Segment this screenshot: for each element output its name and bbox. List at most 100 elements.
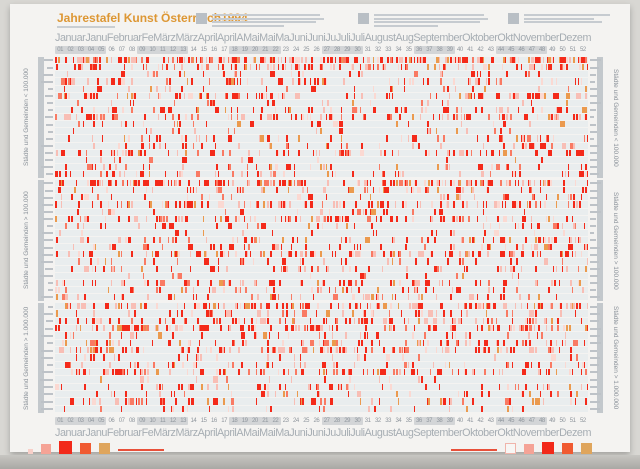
event-mark (117, 324, 123, 332)
event-mark (312, 346, 315, 354)
event-mark (342, 303, 344, 310)
event-mark (566, 57, 568, 64)
event-mark (180, 324, 183, 332)
event-mark (180, 383, 183, 390)
event-mark (432, 361, 435, 368)
event-mark (113, 354, 116, 361)
event-mark (245, 303, 250, 310)
event-mark (551, 279, 553, 286)
event-mark (481, 244, 483, 251)
event-mark (145, 64, 148, 71)
event-mark (536, 114, 539, 121)
event-mark (349, 237, 351, 244)
event-mark (170, 405, 173, 412)
event-mark (583, 222, 586, 229)
event-mark (473, 92, 476, 99)
event-mark (570, 354, 573, 361)
event-mark (229, 279, 231, 286)
event-mark (440, 142, 442, 149)
event-mark (529, 317, 532, 324)
event-mark (456, 339, 458, 346)
event-mark (172, 128, 174, 135)
event-mark (503, 57, 505, 64)
event-mark (533, 64, 536, 71)
event-mark (507, 163, 510, 170)
event-mark (220, 251, 225, 258)
event-mark (448, 346, 451, 354)
event-mark (337, 303, 340, 310)
event-mark (207, 294, 209, 301)
event-mark (328, 244, 331, 251)
event-mark (185, 279, 187, 286)
event-mark (120, 201, 123, 208)
event-mark (334, 251, 337, 258)
event-mark (495, 339, 498, 346)
event-mark (173, 361, 176, 368)
event-mark (344, 237, 347, 244)
event-mark (447, 258, 450, 265)
event-mark (216, 383, 218, 390)
event-mark (216, 222, 218, 229)
event-mark (235, 215, 237, 222)
fine-print-lines (212, 13, 324, 27)
event-mark (82, 398, 85, 405)
event-mark (207, 201, 209, 208)
event-mark (158, 237, 161, 244)
event-mark (175, 229, 180, 236)
event-mark (344, 317, 347, 324)
event-mark (186, 346, 189, 354)
event-mark (186, 201, 192, 208)
event-mark (55, 215, 57, 222)
event-mark (372, 310, 375, 317)
event-mark (107, 106, 110, 113)
event-mark (503, 294, 505, 301)
event-mark (321, 279, 324, 286)
event-mark (403, 368, 406, 376)
event-mark (359, 251, 362, 258)
event-mark (151, 187, 154, 194)
event-mark (492, 57, 495, 64)
event-mark (522, 251, 524, 258)
event-mark (457, 317, 463, 324)
event-mark (158, 383, 161, 390)
event-mark (485, 215, 488, 222)
event-mark (210, 57, 212, 64)
event-mark (123, 171, 126, 178)
event-mark (322, 57, 325, 64)
event-mark (125, 121, 127, 128)
event-mark (413, 286, 416, 293)
event-mark (412, 78, 414, 85)
event-mark (303, 201, 306, 208)
event-mark (322, 346, 325, 354)
event-mark (358, 339, 360, 346)
event-mark (283, 265, 288, 272)
event-mark (429, 128, 432, 135)
week-number-label: 47 (528, 47, 535, 53)
event-mark (385, 354, 391, 361)
section-bar-left (38, 180, 44, 301)
event-mark (148, 171, 151, 178)
event-mark (186, 187, 189, 194)
event-mark (549, 390, 552, 398)
event-mark (459, 215, 461, 222)
event-mark (213, 99, 215, 106)
event-mark (189, 265, 192, 272)
event-mark (448, 398, 451, 405)
event-mark (254, 57, 256, 64)
event-mark (66, 71, 69, 78)
event-mark (260, 171, 262, 178)
event-mark (287, 187, 290, 194)
event-mark (242, 229, 245, 236)
event-mark (205, 57, 208, 64)
event-mark (539, 368, 542, 376)
event-mark (331, 171, 334, 178)
event-mark (503, 339, 505, 346)
event-mark (120, 324, 123, 332)
heatmap-row (45, 187, 598, 195)
week-number-label: 32 (375, 418, 381, 424)
event-mark (117, 142, 120, 149)
event-mark (183, 92, 186, 99)
intensity-legend-left (28, 438, 164, 454)
event-mark (281, 339, 284, 346)
event-mark (85, 149, 88, 156)
